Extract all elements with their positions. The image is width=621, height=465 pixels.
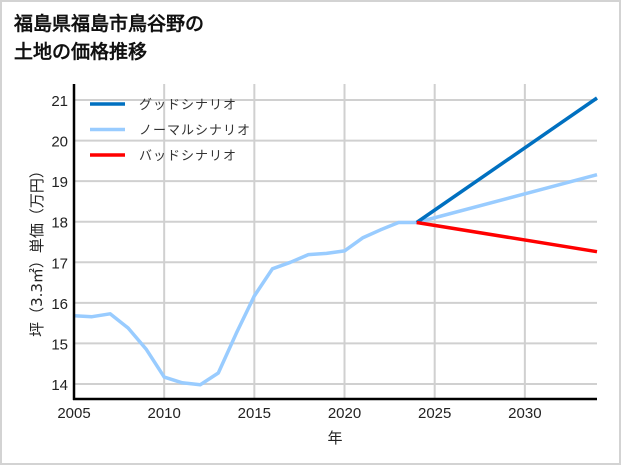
x-tick-label: 2025 (418, 405, 451, 422)
series-line (73, 173, 598, 387)
series-line (415, 96, 598, 224)
chart-title: 福島県福島市鳥谷野の 土地の価格推移 (14, 10, 204, 66)
title-line-1: 福島県福島市鳥谷野の (14, 13, 205, 35)
axes (72, 84, 597, 401)
x-axis-label: 年 (327, 429, 342, 447)
y-tick-label: 16 (51, 296, 68, 313)
y-tick-label: 14 (51, 377, 68, 394)
y-tick-label: 17 (51, 255, 68, 272)
series-line (416, 220, 598, 254)
y-tick-label: 21 (51, 93, 68, 110)
x-tick-label: 2005 (57, 405, 90, 422)
y-tick-label: 19 (51, 174, 68, 191)
title-line-2: 土地の価格推移 (14, 41, 148, 63)
x-tick-label: 2010 (147, 405, 180, 422)
y-tick-label: 18 (51, 215, 68, 232)
tick-labels: 2005 2010 2015 2020 2025 2030 14 15 16 17 18 19 20 21 (51, 93, 541, 422)
gridlines (74, 84, 597, 399)
legend-label: ノーマルシナリオ (139, 124, 251, 139)
y-axis-label: 坪（3.3㎡）単価（万円） (28, 163, 46, 337)
x-tick-label: 2020 (328, 405, 361, 422)
data-series (73, 96, 598, 387)
y-tick-label: 15 (51, 336, 68, 353)
x-tick-label: 2015 (238, 405, 271, 422)
legend-label: バッドシナリオ (139, 149, 237, 164)
x-tick-label: 2030 (508, 405, 541, 422)
legend-label: グッドシナリオ (139, 98, 237, 113)
y-tick-label: 20 (51, 134, 68, 151)
